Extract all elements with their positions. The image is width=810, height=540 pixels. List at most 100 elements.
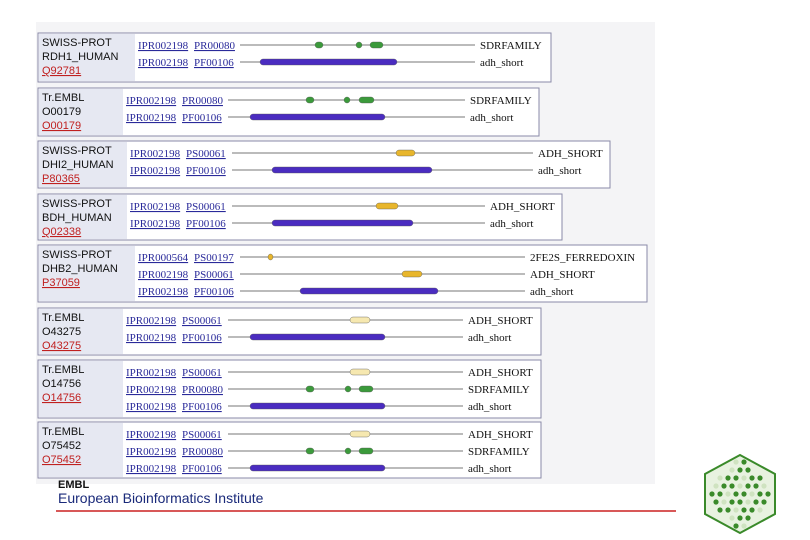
interpro-link[interactable]: IPR002198 [130, 201, 181, 213]
signature-link[interactable]: PF00106 [186, 165, 226, 177]
domain-match [271, 166, 433, 174]
interpro-link[interactable]: IPR002198 [130, 165, 181, 177]
interpro-link[interactable]: IPR002198 [126, 446, 177, 458]
entry-name: O14756 [42, 378, 81, 390]
logo-dot [737, 483, 743, 489]
accession-link[interactable]: Q02338 [42, 226, 81, 238]
signature-link[interactable]: PR00080 [194, 40, 235, 52]
interpro-link[interactable]: IPR002198 [130, 218, 181, 230]
interpro-link[interactable]: IPR002198 [126, 401, 177, 413]
entry: Tr.EMBL O75452 O75452 IPR002198 PS00061 ADH_S… [37, 421, 542, 479]
logo-dot [757, 475, 763, 481]
entry-label-cell [39, 142, 127, 187]
entry: SWISS-PROT DHI2_HUMAN P80365 IPR002198 PS000… [37, 140, 611, 189]
signature-name: ADH_SHORT [468, 315, 533, 327]
entry: SWISS-PROT DHB2_HUMAN P37059 IPR000564 PS001… [37, 244, 648, 303]
accession-link[interactable]: O75452 [42, 454, 81, 466]
logo-dot [749, 491, 755, 497]
signature-link[interactable]: PF00106 [194, 286, 234, 298]
domain-match [358, 96, 375, 104]
domain-match [249, 333, 386, 341]
accession-link[interactable]: O14756 [42, 392, 81, 404]
entry-label-cell [39, 246, 135, 301]
logo-dot [729, 499, 735, 505]
db-name: Tr.EMBL [42, 364, 84, 376]
entry-label-cell [39, 309, 123, 354]
signature-name: SDRFAMILY [468, 446, 530, 458]
domain-match [259, 58, 398, 66]
entry: Tr.EMBL O14756 O14756 IPR002198 PS00061 ADH_S… [37, 359, 542, 419]
signature-link[interactable]: PS00061 [182, 367, 222, 379]
logo-dot [765, 491, 771, 497]
interpro-link[interactable]: IPR002198 [126, 384, 177, 396]
entry-label-cell [39, 195, 127, 239]
signature-link[interactable]: PS00061 [182, 315, 222, 327]
accession-link[interactable]: O00179 [42, 120, 81, 132]
accession-link[interactable]: P37059 [42, 277, 80, 289]
signature-link[interactable]: PS00061 [182, 429, 222, 441]
interpro-link[interactable]: IPR002198 [126, 315, 177, 327]
signature-link[interactable]: PR00080 [182, 384, 223, 396]
interpro-link[interactable]: IPR002198 [126, 112, 177, 124]
interpro-link[interactable]: IPR002198 [130, 148, 181, 160]
logo-dot [733, 491, 739, 497]
logo-dot [713, 499, 719, 505]
interpro-link[interactable]: IPR002198 [126, 367, 177, 379]
signature-link[interactable]: PF00106 [182, 463, 222, 475]
interpro-link[interactable]: IPR002198 [126, 332, 177, 344]
entry-label-cell [39, 423, 123, 477]
signature-name: adh_short [468, 332, 511, 344]
domain-match [305, 447, 315, 455]
entry-name: DHI2_HUMAN [42, 159, 114, 171]
logo-dot [761, 483, 767, 489]
signature-link[interactable]: PF00106 [194, 57, 234, 69]
logo-dot [745, 499, 751, 505]
org: EMBL [58, 479, 89, 491]
logo-dot [721, 499, 727, 505]
domain-match [343, 96, 351, 104]
logo-dot [741, 507, 747, 513]
accession-link[interactable]: Q92781 [42, 65, 81, 77]
accession-link[interactable]: O43275 [42, 340, 81, 352]
signature-name: adh_short [480, 57, 523, 69]
signature-name: ADH_SHORT [490, 201, 555, 213]
signature-link[interactable]: PR00080 [182, 95, 223, 107]
signature-name: ADH_SHORT [468, 429, 533, 441]
logo-dot [733, 507, 739, 513]
entries: SWISS-PROT RDH1_HUMAN Q92781 IPR002198 PR000… [37, 32, 648, 479]
signature-link[interactable]: PF00106 [186, 218, 226, 230]
interpro-link[interactable]: IPR002198 [138, 57, 189, 69]
entry-box [37, 140, 611, 189]
interpro-link[interactable]: IPR002198 [126, 429, 177, 441]
logo-dot [741, 491, 747, 497]
interpro-link[interactable]: IPR002198 [126, 95, 177, 107]
signature-link[interactable]: PS00061 [186, 148, 226, 160]
logo-dot [745, 515, 751, 521]
logo-dot [717, 507, 723, 513]
logo-dot [761, 499, 767, 505]
domain-match [249, 402, 386, 410]
signature-link[interactable]: PS00197 [194, 252, 234, 264]
interpro-link[interactable]: IPR000564 [138, 252, 189, 264]
interpro-link[interactable]: IPR002198 [138, 286, 189, 298]
logo-dot [753, 499, 759, 505]
db-name: SWISS-PROT [42, 249, 112, 261]
signature-link[interactable]: PF00106 [182, 112, 222, 124]
domain-match [358, 447, 374, 455]
interpro-link[interactable]: IPR002198 [138, 269, 189, 281]
signature-link[interactable]: PF00106 [182, 332, 222, 344]
signature-link[interactable]: PF00106 [182, 401, 222, 413]
signature-link[interactable]: PR00080 [182, 446, 223, 458]
interpro-link[interactable]: IPR002198 [126, 463, 177, 475]
signature-link[interactable]: PS00061 [194, 269, 234, 281]
signature-name: adh_short [470, 112, 513, 124]
logo-dot [741, 459, 747, 465]
db-name: SWISS-PROT [42, 37, 112, 49]
logo-dot [729, 467, 735, 473]
interpro-link[interactable]: IPR002198 [138, 40, 189, 52]
signature-link[interactable]: PS00061 [186, 201, 226, 213]
accession-link[interactable]: P80365 [42, 173, 80, 185]
entry-name: BDH_HUMAN [42, 212, 112, 224]
logo-dot [713, 483, 719, 489]
